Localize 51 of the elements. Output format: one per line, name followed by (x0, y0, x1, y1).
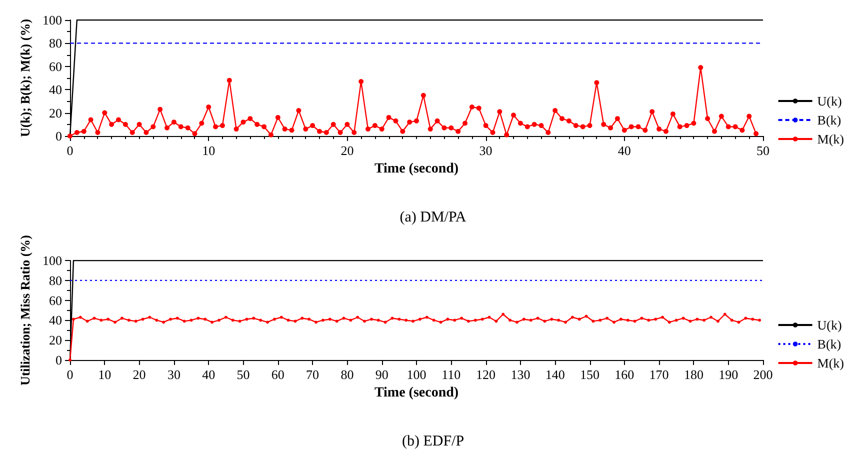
x-axis-title: Time (second) (374, 386, 459, 400)
y-tick-label: 60 (49, 58, 62, 74)
y-tick-label: 80 (49, 272, 62, 288)
x-tick-label: 70 (306, 367, 320, 382)
legend-label: B(k) (817, 112, 842, 128)
x-tick-label: 60 (271, 367, 284, 382)
legend-label: M(k) (817, 132, 844, 146)
x-tick-label: 0 (66, 367, 74, 382)
x-tick-label: 110 (442, 367, 461, 382)
x-tick-label: 80 (340, 367, 354, 382)
x-tick-label: 190 (718, 367, 738, 382)
x-tick-label: 20 (340, 143, 354, 158)
x-tick-label: 160 (614, 367, 634, 382)
legend-label: U(k) (817, 318, 842, 332)
text: (b) EDF/P (402, 434, 464, 450)
y-tick-label: 20 (49, 105, 62, 120)
legend-label: B(k) (817, 336, 842, 352)
y-tick-label: 100 (42, 253, 62, 268)
x-axis-title: Time (second) (374, 162, 459, 176)
x-tick-label: 200 (753, 367, 773, 382)
legend-label: M(k) (817, 356, 844, 370)
x-tick-label: 50 (756, 143, 770, 158)
y-tick-label: 0 (56, 128, 62, 144)
x-tick-label: 20 (132, 367, 146, 382)
x-tick-label: 40 (202, 367, 216, 382)
y-tick-label: 20 (49, 332, 62, 348)
y-tick-label: 80 (49, 36, 62, 51)
y-tick-label: 40 (49, 312, 62, 328)
x-tick-label: 130 (510, 367, 530, 382)
x-tick-label: 30 (479, 143, 492, 158)
x-tick-label: 150 (580, 367, 600, 382)
text: (a) DM/PA (400, 210, 466, 226)
x-tick-label: 30 (167, 367, 180, 382)
x-tick-label: 100 (406, 367, 426, 382)
x-tick-label: 90 (375, 367, 388, 382)
y-axis-title: Utilization; Miss Ratio (%) (18, 235, 33, 386)
y-axis-title: U(k); B(k); M(k) (%) (18, 18, 33, 138)
x-tick-label: 0 (66, 143, 74, 158)
x-tick-label: 120 (476, 367, 496, 382)
y-tick-label: 100 (42, 12, 62, 28)
x-tick-label: 170 (649, 367, 669, 382)
legend-label: U(k) (817, 94, 842, 108)
x-tick-label: 40 (618, 143, 631, 158)
x-tick-label: 180 (684, 367, 704, 382)
y-tick-label: 0 (56, 352, 62, 368)
x-tick-label: 50 (236, 367, 250, 382)
x-tick-label: 10 (202, 143, 216, 158)
x-tick-label: 10 (98, 367, 112, 382)
y-tick-label: 60 (49, 292, 62, 308)
y-tick-label: 40 (49, 82, 62, 98)
x-tick-label: 140 (545, 367, 565, 382)
